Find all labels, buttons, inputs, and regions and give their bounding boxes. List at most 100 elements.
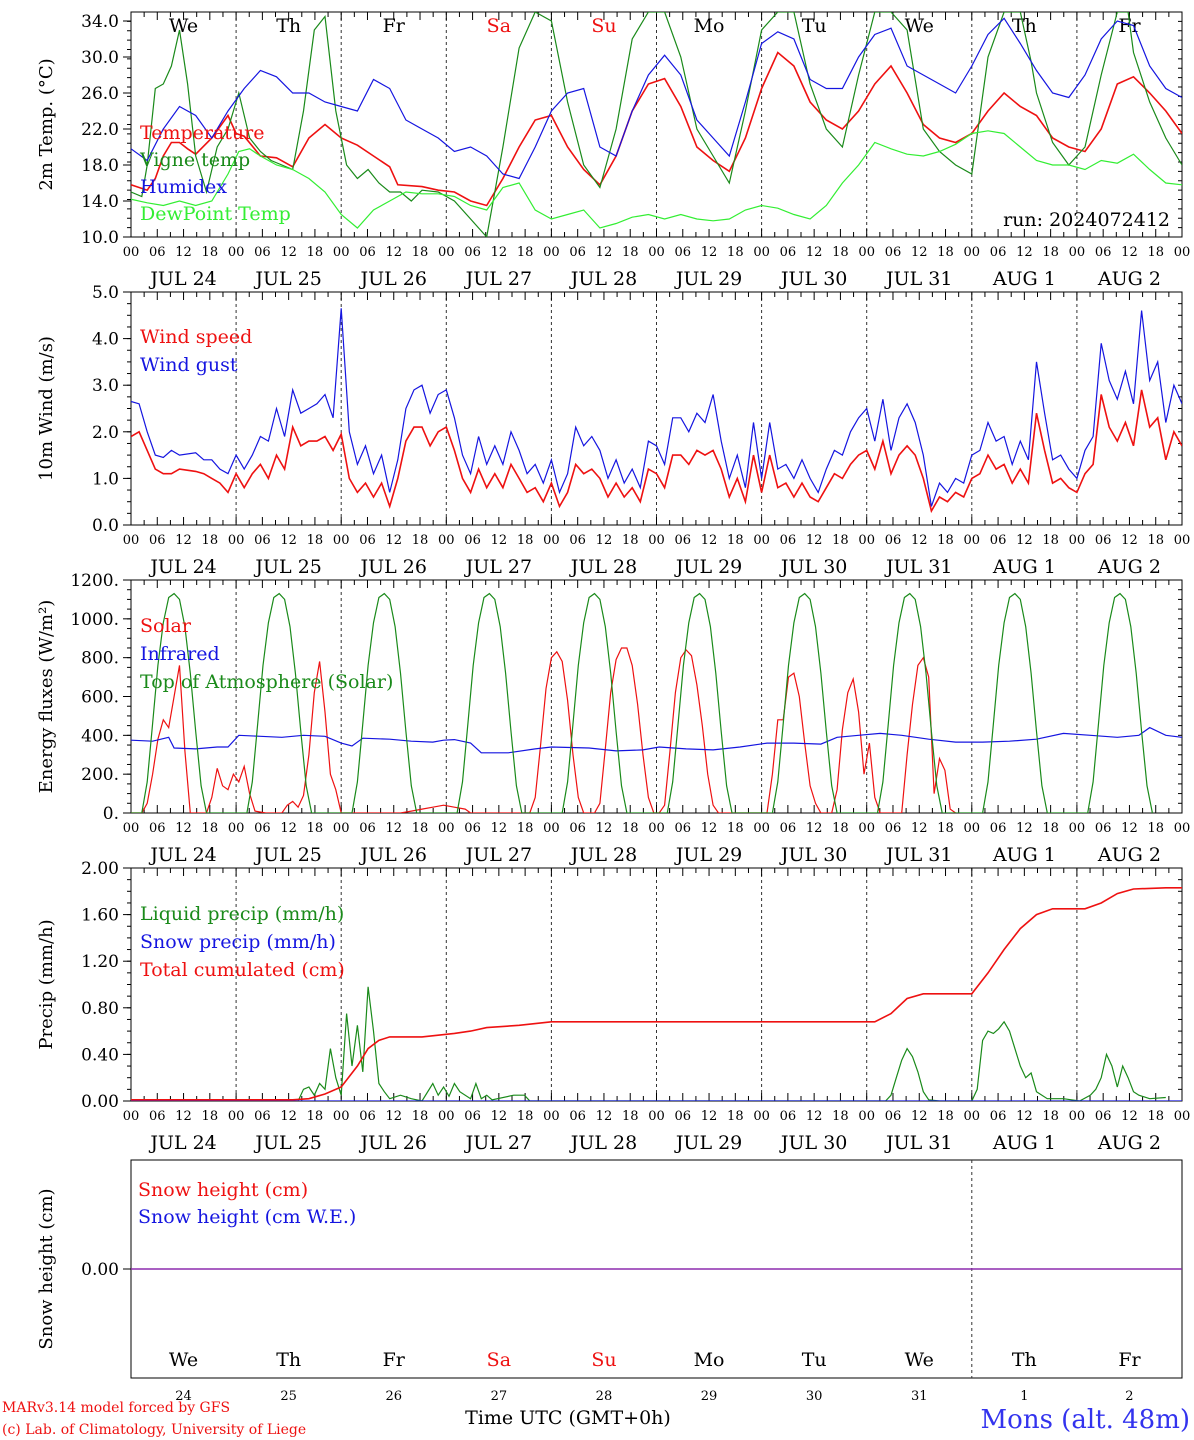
hour-tick-label: 12 — [491, 533, 508, 548]
y-tick-label: 30.0 — [81, 48, 119, 68]
legend-entry: Snow precip (mm/h) — [140, 931, 336, 953]
date-label: JUL 30 — [779, 844, 847, 866]
series-line-2 — [131, 887, 1182, 1101]
y-tick-label: 2.00 — [81, 859, 119, 879]
hour-tick-label: 18 — [412, 533, 429, 548]
hour-tick-label: 00 — [543, 533, 560, 548]
date-label: AUG 1 — [992, 268, 1056, 290]
date-label: JUL 24 — [148, 844, 216, 866]
legend-entry: Total cumulated (cm) — [140, 959, 345, 981]
date-label: JUL 31 — [884, 268, 952, 290]
hour-tick-label: 12 — [1016, 821, 1033, 836]
legend-entry: Wind gust — [140, 354, 238, 376]
hour-tick-label: 18 — [832, 533, 849, 548]
hour-tick-label: 06 — [675, 533, 692, 548]
hour-tick-label: 06 — [1095, 245, 1112, 260]
hour-tick-label: 00 — [543, 821, 560, 836]
hour-tick-label: 00 — [1069, 245, 1086, 260]
hour-tick-label: 06 — [1095, 821, 1112, 836]
hour-tick-label: 00 — [858, 821, 875, 836]
hour-tick-label: 12 — [701, 1109, 718, 1124]
hour-tick-label: 06 — [780, 245, 797, 260]
hour-tick-label: 06 — [464, 1109, 481, 1124]
hour-tick-label: 12 — [911, 1109, 928, 1124]
panel-5: 0.00 Snow height (cm) We Th Fr Sa Su Mo Tu We Th Fr… — [36, 1159, 1183, 1404]
weekday-label: We — [169, 15, 198, 37]
y-tick-label: 0.0 — [92, 516, 119, 536]
hour-tick-label: 18 — [1042, 533, 1059, 548]
hour-tick-label: 06 — [990, 1109, 1007, 1124]
date-label: AUG 2 — [1097, 844, 1161, 866]
hour-tick-label: 06 — [359, 533, 376, 548]
hour-tick-label: 06 — [569, 1109, 586, 1124]
y-axis-label: Energy fluxes (W/m²) — [36, 600, 57, 794]
hour-tick-label: 18 — [1147, 821, 1164, 836]
hour-tick-label: 00 — [964, 1109, 981, 1124]
hour-tick-label: 06 — [885, 821, 902, 836]
run-label: run: 2024072412 — [1003, 209, 1170, 231]
y-tick-label: 800. — [81, 649, 119, 669]
y-tick-label: 0.40 — [81, 1045, 119, 1065]
day-number-label: 24 — [175, 1389, 192, 1404]
date-label: JUL 29 — [674, 556, 742, 578]
hour-tick-label: 12 — [911, 821, 928, 836]
hour-tick-label: 18 — [1042, 821, 1059, 836]
hour-tick-label: 18 — [202, 533, 219, 548]
date-label: JUL 27 — [464, 1132, 532, 1154]
hour-tick-label: 00 — [648, 821, 665, 836]
hour-tick-label: 12 — [596, 821, 613, 836]
hour-tick-label: 12 — [385, 1109, 402, 1124]
hour-tick-label: 06 — [780, 533, 797, 548]
y-tick-label: 5.0 — [92, 283, 119, 303]
date-label: JUL 31 — [884, 1132, 952, 1154]
weekday-label: Mo — [694, 1349, 725, 1371]
day-number-label: 26 — [385, 1389, 402, 1404]
hour-tick-label: 00 — [964, 533, 981, 548]
hour-tick-label: 00 — [333, 245, 350, 260]
hour-tick-label: 06 — [569, 533, 586, 548]
weekday-label: Tu — [802, 15, 827, 37]
hour-tick-label: 12 — [385, 245, 402, 260]
hour-tick-label: 06 — [254, 533, 271, 548]
hour-tick-label: 06 — [569, 821, 586, 836]
weekday-label: Th — [276, 15, 301, 37]
hour-tick-label: 12 — [491, 1109, 508, 1124]
hour-tick-label: 00 — [543, 245, 560, 260]
date-label: JUL 29 — [674, 1132, 742, 1154]
date-label: AUG 2 — [1097, 268, 1161, 290]
series-line-3 — [131, 130, 1182, 229]
hour-tick-label: 18 — [1147, 245, 1164, 260]
date-label: JUL 24 — [148, 268, 216, 290]
hour-tick-label: 00 — [438, 245, 455, 260]
y-tick-label: 34.0 — [81, 12, 119, 32]
hour-tick-label: 12 — [175, 533, 192, 548]
weekday-label: Tu — [802, 1349, 827, 1371]
day-number-label: 30 — [806, 1389, 823, 1404]
hour-tick-label: 18 — [937, 821, 954, 836]
hour-tick-label: 18 — [307, 821, 324, 836]
date-label: JUL 27 — [464, 268, 532, 290]
hour-tick-label: 12 — [1121, 533, 1138, 548]
credit-line-1: MARv3.14 model forced by GFS — [2, 1400, 230, 1416]
date-label: JUL 25 — [253, 844, 321, 866]
hour-tick-label: 00 — [438, 1109, 455, 1124]
hour-tick-label: 06 — [254, 821, 271, 836]
hour-tick-label: 12 — [385, 821, 402, 836]
hour-tick-label: 18 — [832, 821, 849, 836]
series-group — [131, 12, 1182, 237]
hour-tick-label: 00 — [1069, 821, 1086, 836]
hour-tick-label: 06 — [990, 245, 1007, 260]
hour-tick-label: 12 — [1016, 533, 1033, 548]
hour-tick-label: 00 — [438, 821, 455, 836]
hour-tick-label: 00 — [333, 533, 350, 548]
hour-tick-label: 18 — [202, 1109, 219, 1124]
date-label: JUL 25 — [253, 1132, 321, 1154]
date-label: JUL 27 — [464, 844, 532, 866]
hour-tick-label: 06 — [149, 533, 166, 548]
date-label: JUL 31 — [884, 844, 952, 866]
hour-tick-label: 18 — [937, 245, 954, 260]
hour-tick-label: 12 — [701, 533, 718, 548]
hour-tick-label: 12 — [806, 533, 823, 548]
hour-tick-label: 06 — [675, 1109, 692, 1124]
